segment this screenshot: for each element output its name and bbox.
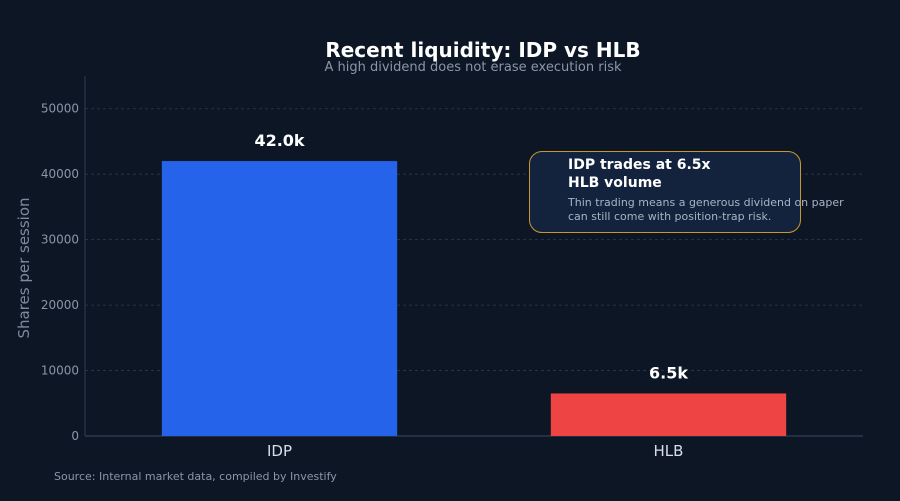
bar-hlb	[550, 393, 787, 436]
y-tick-label: 40000	[41, 167, 79, 181]
bar-idp	[161, 161, 398, 436]
y-tick-label: 10000	[41, 364, 79, 378]
y-tick-label: 50000	[41, 102, 79, 116]
annotation-box: IDP trades at 6.5x HLB volume Thin tradi…	[529, 151, 844, 233]
x-tick-label-hlb: HLB	[654, 442, 684, 460]
x-tick-label-idp: IDP	[267, 442, 292, 460]
chart-title: Recent liquidity: IDP vs HLB	[325, 38, 641, 62]
y-tick-label: 0	[71, 429, 79, 443]
y-tick-label: 20000	[41, 298, 79, 312]
y-tick-label: 30000	[41, 233, 79, 247]
chart-subtitle: A high dividend does not erase execution…	[324, 60, 622, 75]
data-label-idp: 42.0k	[254, 131, 304, 150]
annotation-title: IDP trades at 6.5x HLB volume	[568, 157, 711, 191]
source-note: Source: Internal market data, compiled b…	[54, 470, 337, 483]
annotation-body: Thin trading means a generous dividend o…	[568, 196, 844, 223]
data-label-hlb: 6.5k	[649, 363, 688, 382]
